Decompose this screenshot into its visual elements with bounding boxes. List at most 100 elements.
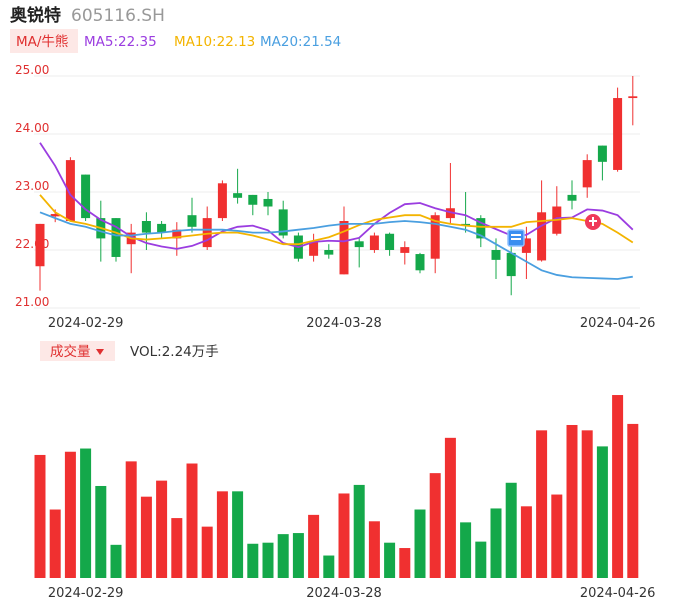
ma20-legend: MA20:21.54 xyxy=(260,34,341,50)
candle-body xyxy=(628,96,638,99)
candle-body xyxy=(111,218,121,257)
candle-body xyxy=(217,183,227,219)
candle-body xyxy=(567,194,577,201)
price-y-tick-label: 21.00 xyxy=(15,295,49,309)
candle-body xyxy=(233,193,243,198)
candle-body xyxy=(354,241,364,248)
candle-body xyxy=(582,160,592,188)
candlestick-series xyxy=(35,76,638,296)
candle-body xyxy=(476,218,486,239)
volume-bar xyxy=(505,482,517,578)
volume-bar xyxy=(520,506,532,578)
candle-body xyxy=(369,235,379,250)
price-y-tick-label: 23.00 xyxy=(15,179,49,193)
candle-body xyxy=(157,223,167,233)
candle-body xyxy=(263,198,273,207)
volume-bar xyxy=(247,543,259,578)
price-x-axis: 2024-02-29 2024-03-28 2024-04-26 xyxy=(48,316,656,331)
volume-bar xyxy=(201,526,213,578)
event-marker-red[interactable] xyxy=(585,214,601,230)
candle-body xyxy=(65,160,75,221)
candle-body xyxy=(309,241,319,256)
candle-body xyxy=(187,215,197,227)
candle-body xyxy=(613,98,623,170)
volume-bar xyxy=(323,555,335,578)
volume-bar xyxy=(95,485,107,578)
event-marker-blue[interactable] xyxy=(507,229,525,247)
price-y-tick-label: 25.00 xyxy=(15,63,49,77)
volume-x-tick-label: 2024-04-26 xyxy=(580,586,656,601)
volume-bar xyxy=(156,480,168,578)
candle-body xyxy=(415,254,425,271)
volume-bar xyxy=(110,544,122,578)
candle-body xyxy=(81,174,91,219)
volume-bar xyxy=(429,473,441,578)
price-x-tick-label: 2024-04-26 xyxy=(580,316,656,331)
volume-bar xyxy=(581,430,593,578)
volume-bar xyxy=(216,491,228,578)
volume-bar xyxy=(536,430,548,578)
volume-bar xyxy=(612,395,624,578)
candle-body xyxy=(50,214,60,217)
price-x-tick-label: 2024-02-29 xyxy=(48,316,124,331)
volume-bars xyxy=(34,395,639,578)
volume-bar xyxy=(338,493,350,578)
ma20-line xyxy=(39,211,633,280)
candle-body xyxy=(248,194,258,205)
volume-x-tick-label: 2024-03-28 xyxy=(306,586,382,601)
volume-bar xyxy=(171,518,183,578)
volume-bar xyxy=(368,521,380,578)
volume-bar xyxy=(353,484,365,578)
candle-body xyxy=(597,145,607,162)
volume-value: VOL:2.24万手 xyxy=(130,344,219,360)
volume-bar xyxy=(140,496,152,578)
volume-dropdown-icon[interactable] xyxy=(96,349,104,355)
ma5-legend: MA5:22.35 xyxy=(84,34,157,50)
volume-bar xyxy=(49,509,61,578)
volume-bar xyxy=(186,463,198,578)
volume-bar xyxy=(80,448,92,578)
red-event-glyph-2 xyxy=(592,217,594,226)
candle-body xyxy=(506,252,516,277)
price-grid xyxy=(34,75,640,309)
volume-bar xyxy=(125,461,137,578)
volume-bar xyxy=(292,533,304,578)
ma10-line xyxy=(39,194,634,246)
candle-body xyxy=(521,238,531,253)
candle-body xyxy=(141,221,151,233)
volume-bar xyxy=(596,446,608,578)
volume-bar xyxy=(232,491,244,578)
ma10-legend: MA10:22.13 xyxy=(174,34,255,50)
candle-body xyxy=(339,221,349,275)
volume-bar xyxy=(551,494,563,578)
blue-event-glyph-2 xyxy=(511,238,521,240)
candle-body xyxy=(491,250,501,260)
candle-body xyxy=(430,215,440,259)
volume-bar xyxy=(277,534,289,578)
candle-body xyxy=(537,212,547,261)
candle-body xyxy=(172,229,182,239)
volume-bar xyxy=(308,514,320,578)
volume-bar xyxy=(566,424,578,578)
stock-name: 奥锐特 xyxy=(10,5,61,26)
volume-bar xyxy=(384,542,396,578)
ma-tag-label[interactable]: MA/牛熊 xyxy=(16,34,68,50)
volume-x-tick-label: 2024-02-29 xyxy=(48,586,124,601)
volume-bar xyxy=(444,437,456,578)
candle-body xyxy=(400,247,410,253)
candle-body xyxy=(278,209,288,236)
volume-bar xyxy=(460,522,472,578)
volume-tag-label[interactable]: 成交量 xyxy=(50,343,91,360)
candle-body xyxy=(202,218,212,248)
volume-tag-background[interactable] xyxy=(40,341,115,361)
price-y-tick-label: 24.00 xyxy=(15,121,49,135)
ma-tag-background[interactable] xyxy=(10,29,78,53)
volume-x-axis: 2024-02-29 2024-03-28 2024-04-26 xyxy=(48,586,656,601)
blue-event-glyph xyxy=(511,234,521,236)
volume-bar xyxy=(627,423,639,578)
volume-bar xyxy=(414,509,426,578)
candle-body xyxy=(385,233,395,250)
price-x-tick-label: 2024-03-28 xyxy=(306,316,382,331)
